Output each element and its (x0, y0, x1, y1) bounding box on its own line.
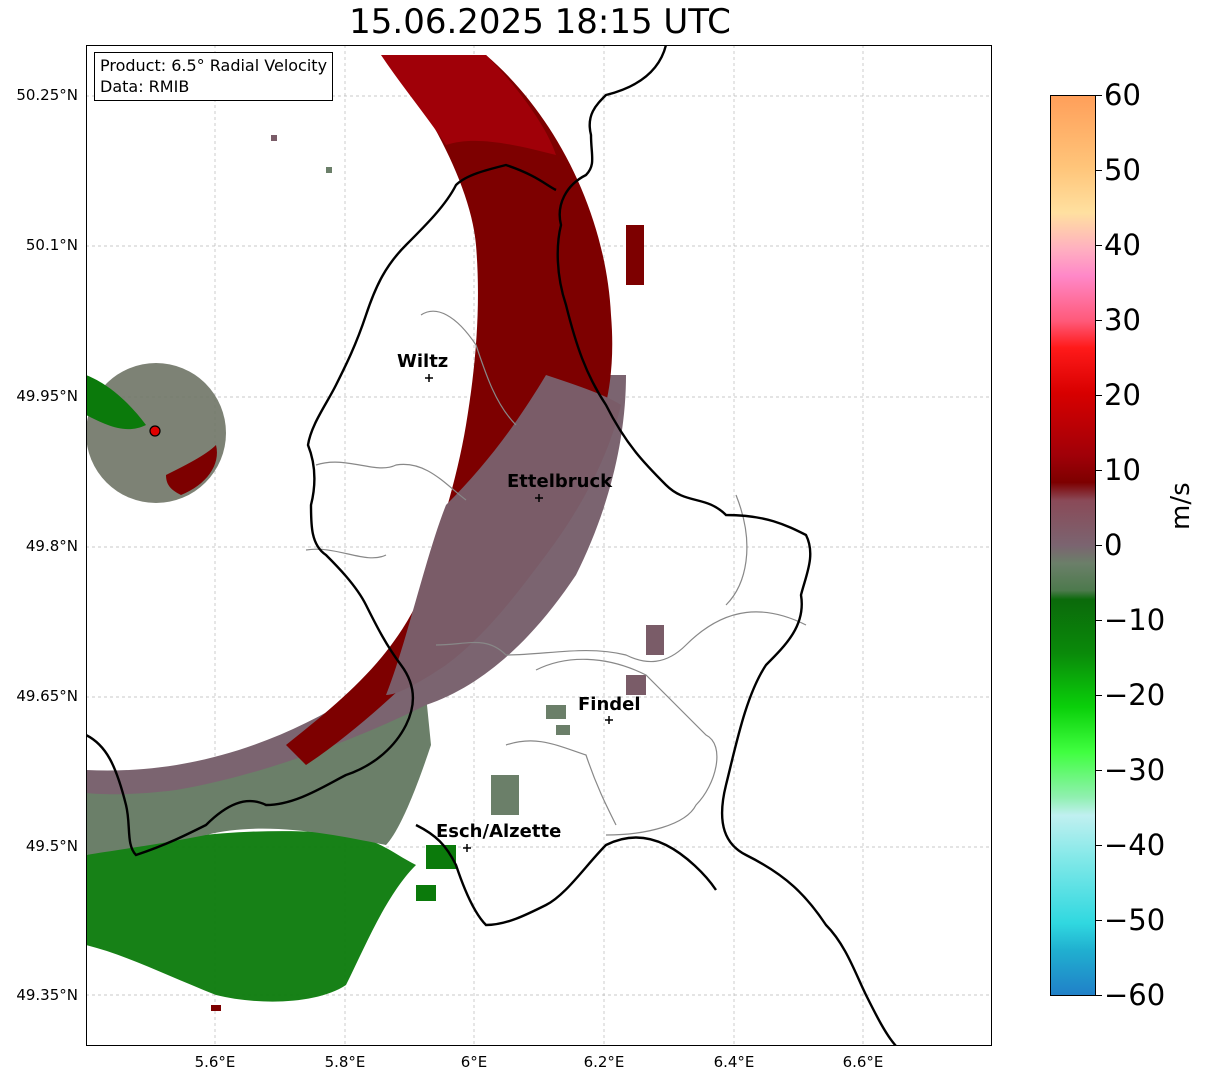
city-label-esch-alzette: Esch/Alzette (436, 821, 562, 842)
colorbar-tick-label: 60 (1104, 78, 1141, 112)
colorbar-tick-label: 30 (1104, 303, 1141, 337)
map-title: 15.06.2025 18:15 UTC (349, 2, 731, 42)
colorbar-tick (1096, 245, 1102, 246)
colorbar-tick (1096, 695, 1102, 696)
colorbar-tick-label: −50 (1104, 903, 1166, 937)
info-box: Product: 6.5° Radial Velocity Data: RMIB (94, 52, 334, 101)
y-tick-label: 49.5°N (25, 837, 78, 855)
colorbar-tick-label: 50 (1104, 153, 1141, 187)
colorbar-tick (1096, 770, 1102, 771)
colorbar-tick-label: −60 (1104, 978, 1166, 1012)
x-tick-label: 6.2°E (583, 1053, 625, 1071)
radar-map (86, 45, 992, 1046)
city-markers (425, 374, 613, 852)
district-boundaries (305, 310, 807, 836)
colorbar-tick-label: 10 (1104, 453, 1141, 487)
country-borders (86, 45, 897, 1046)
colorbar-tick (1096, 170, 1102, 171)
velocity-band-green (86, 831, 416, 1002)
radar-map-svg (86, 45, 992, 1046)
colorbar-tick (1096, 545, 1102, 546)
colorbar-tick (1096, 320, 1102, 321)
colorbar (1050, 95, 1096, 996)
colorbar-tick (1096, 470, 1102, 471)
colorbar-tick (1096, 395, 1102, 396)
colorbar-tick-label: −40 (1104, 828, 1166, 862)
colorbar-tick-label: −10 (1104, 603, 1166, 637)
radar-site (86, 363, 226, 503)
colorbar-tick-label: −30 (1104, 753, 1166, 787)
x-tick-label: 5.8°E (324, 1053, 366, 1071)
y-tick-label: 49.35°N (16, 986, 78, 1004)
scattered-echoes (211, 135, 664, 1011)
y-tick-label: 49.8°N (25, 537, 78, 555)
velocity-band-red-top (381, 55, 556, 155)
colorbar-tick (1096, 920, 1102, 921)
colorbar-tick (1096, 845, 1102, 846)
y-tick-label: 50.25°N (16, 86, 78, 104)
colorbar-tick (1096, 995, 1102, 996)
colorbar-tick (1096, 620, 1102, 621)
colorbar-tick-label: 20 (1104, 378, 1141, 412)
y-tick-label: 49.65°N (16, 687, 78, 705)
colorbar-tick-label: 40 (1104, 228, 1141, 262)
colorbar-tick-label: 0 (1104, 528, 1123, 562)
x-tick-label: 6.4°E (713, 1053, 755, 1071)
y-tick-label: 50.1°N (25, 236, 78, 254)
city-label-findel: Findel (578, 694, 641, 715)
y-tick-label: 49.95°N (16, 387, 78, 405)
city-label-wiltz: Wiltz (397, 351, 449, 372)
x-tick-label: 6.6°E (842, 1053, 884, 1071)
x-tick-label: 5.6°E (194, 1053, 236, 1071)
city-label-ettelbruck: Ettelbruck (507, 471, 613, 492)
colorbar-tick-label: −20 (1104, 678, 1166, 712)
x-tick-label: 6°E (460, 1053, 488, 1071)
colorbar-tick (1096, 95, 1102, 96)
colorbar-unit-label: m/s (1166, 482, 1196, 530)
velocity-band-darkred (286, 55, 613, 765)
product-label: Product: 6.5° Radial Velocity (100, 56, 328, 75)
velocity-band-lower-mauve (386, 375, 621, 695)
data-source-label: Data: RMIB (100, 77, 190, 96)
